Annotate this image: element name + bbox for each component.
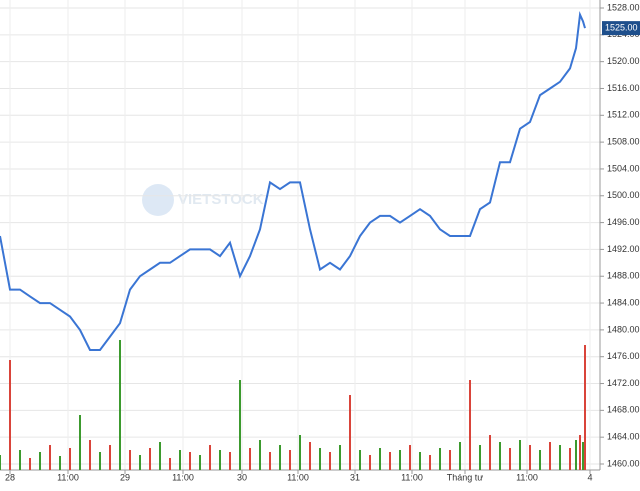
x-tick-label: 11:00: [57, 472, 79, 482]
price-line: [0, 10, 586, 351]
volume-bar: [459, 442, 461, 470]
volume-bar: [229, 452, 231, 470]
volume-bar: [319, 448, 321, 470]
volume-bar: [19, 450, 21, 470]
volume-bar: [349, 395, 351, 470]
volume-bar: [419, 452, 421, 470]
volume-bar: [529, 445, 531, 470]
x-tick-label: 11:00: [516, 472, 538, 482]
x-tick-label: 30: [237, 472, 247, 482]
volume-bar: [479, 445, 481, 470]
volume-bar: [379, 448, 381, 470]
volume-bar: [289, 450, 291, 470]
volume-bar: [299, 435, 301, 470]
volume-bar: [29, 458, 31, 470]
volume-bar: [89, 440, 91, 470]
volume-bar: [269, 452, 271, 470]
x-tick-label: 4: [587, 472, 592, 482]
y-tick-label: 1496.00: [607, 217, 640, 227]
volume-bar: [399, 450, 401, 470]
volume-bar: [119, 340, 121, 470]
volume-bar: [79, 415, 81, 470]
last-price-label: 1525.00: [605, 22, 638, 32]
volume-bar: [579, 435, 581, 470]
volume-bar: [339, 445, 341, 470]
volume-bar: [49, 445, 51, 470]
volume-bar: [309, 442, 311, 470]
volume-bar: [519, 440, 521, 470]
x-tick-label: 11:00: [287, 472, 309, 482]
volume-bar: [409, 445, 411, 470]
volume-bar: [179, 450, 181, 470]
x-tick-label: 29: [120, 472, 130, 482]
y-tick-label: 1468.00: [607, 405, 640, 415]
y-tick-label: 1504.00: [607, 163, 640, 173]
volume-bar: [359, 450, 361, 470]
volume-bar: [429, 455, 431, 470]
y-tick-label: 1488.00: [607, 271, 640, 281]
y-tick-label: 1464.00: [607, 432, 640, 442]
watermark-text: VIETSTOCK: [178, 191, 264, 208]
volume-bar: [59, 456, 61, 470]
volume-bar: [209, 445, 211, 470]
volume-bar: [575, 440, 577, 470]
volume-bar: [569, 448, 571, 470]
watermark: VIETSTOCK: [142, 184, 264, 216]
volume-bar: [469, 380, 471, 470]
volume-bar: [582, 442, 584, 470]
y-tick-label: 1472.00: [607, 378, 640, 388]
volume-bar: [259, 440, 261, 470]
x-tick-label: 11:00: [401, 472, 423, 482]
volume-bar: [439, 448, 441, 470]
x-tick-label: 11:00: [172, 472, 194, 482]
y-tick-label: 1512.00: [607, 110, 640, 120]
volume-bar: [549, 442, 551, 470]
y-tick-label: 1520.00: [607, 56, 640, 66]
y-tick-label: 1484.00: [607, 297, 640, 307]
volume-bar: [219, 450, 221, 470]
y-tick-label: 1528.00: [607, 2, 640, 12]
volume-bar: [499, 442, 501, 470]
x-tick-label: 28: [5, 472, 15, 482]
volume-bar: [0, 455, 1, 470]
y-tick-label: 1492.00: [607, 244, 640, 254]
volume-bar: [109, 445, 111, 470]
y-tick-label: 1508.00: [607, 136, 640, 146]
y-tick-label: 1460.00: [607, 458, 640, 468]
x-tick-label: Tháng tư: [447, 472, 484, 482]
volume-bar: [239, 380, 241, 470]
volume-bar: [99, 452, 101, 470]
last-price-box: [602, 21, 640, 36]
y-tick-label: 1516.00: [607, 83, 640, 93]
volume-bar: [584, 345, 586, 470]
volume-bar: [199, 455, 201, 470]
volume-bar: [249, 448, 251, 470]
volume-bar: [69, 448, 71, 470]
volume-bar: [509, 448, 511, 470]
volume-bar: [329, 452, 331, 470]
volume-bar: [9, 360, 11, 470]
y-tick-label: 1476.00: [607, 351, 640, 361]
volume-bar: [489, 435, 491, 470]
volume-bar: [279, 445, 281, 470]
volume-bar: [39, 452, 41, 470]
watermark-logo: [142, 184, 174, 216]
y-tick-label: 1500.00: [607, 190, 640, 200]
volume-bar: [149, 448, 151, 470]
volume-bar: [159, 442, 161, 470]
volume-bar: [449, 450, 451, 470]
volume-bar: [389, 452, 391, 470]
volume-bar: [539, 450, 541, 470]
y-tick-label: 1480.00: [607, 324, 640, 334]
volume-bar: [559, 445, 561, 470]
volume-bar: [139, 455, 141, 470]
volume-bar: [189, 452, 191, 470]
volume-bar: [169, 458, 171, 470]
volume-bar: [129, 450, 131, 470]
volume-bar: [369, 455, 371, 470]
x-tick-label: 31: [350, 472, 360, 482]
